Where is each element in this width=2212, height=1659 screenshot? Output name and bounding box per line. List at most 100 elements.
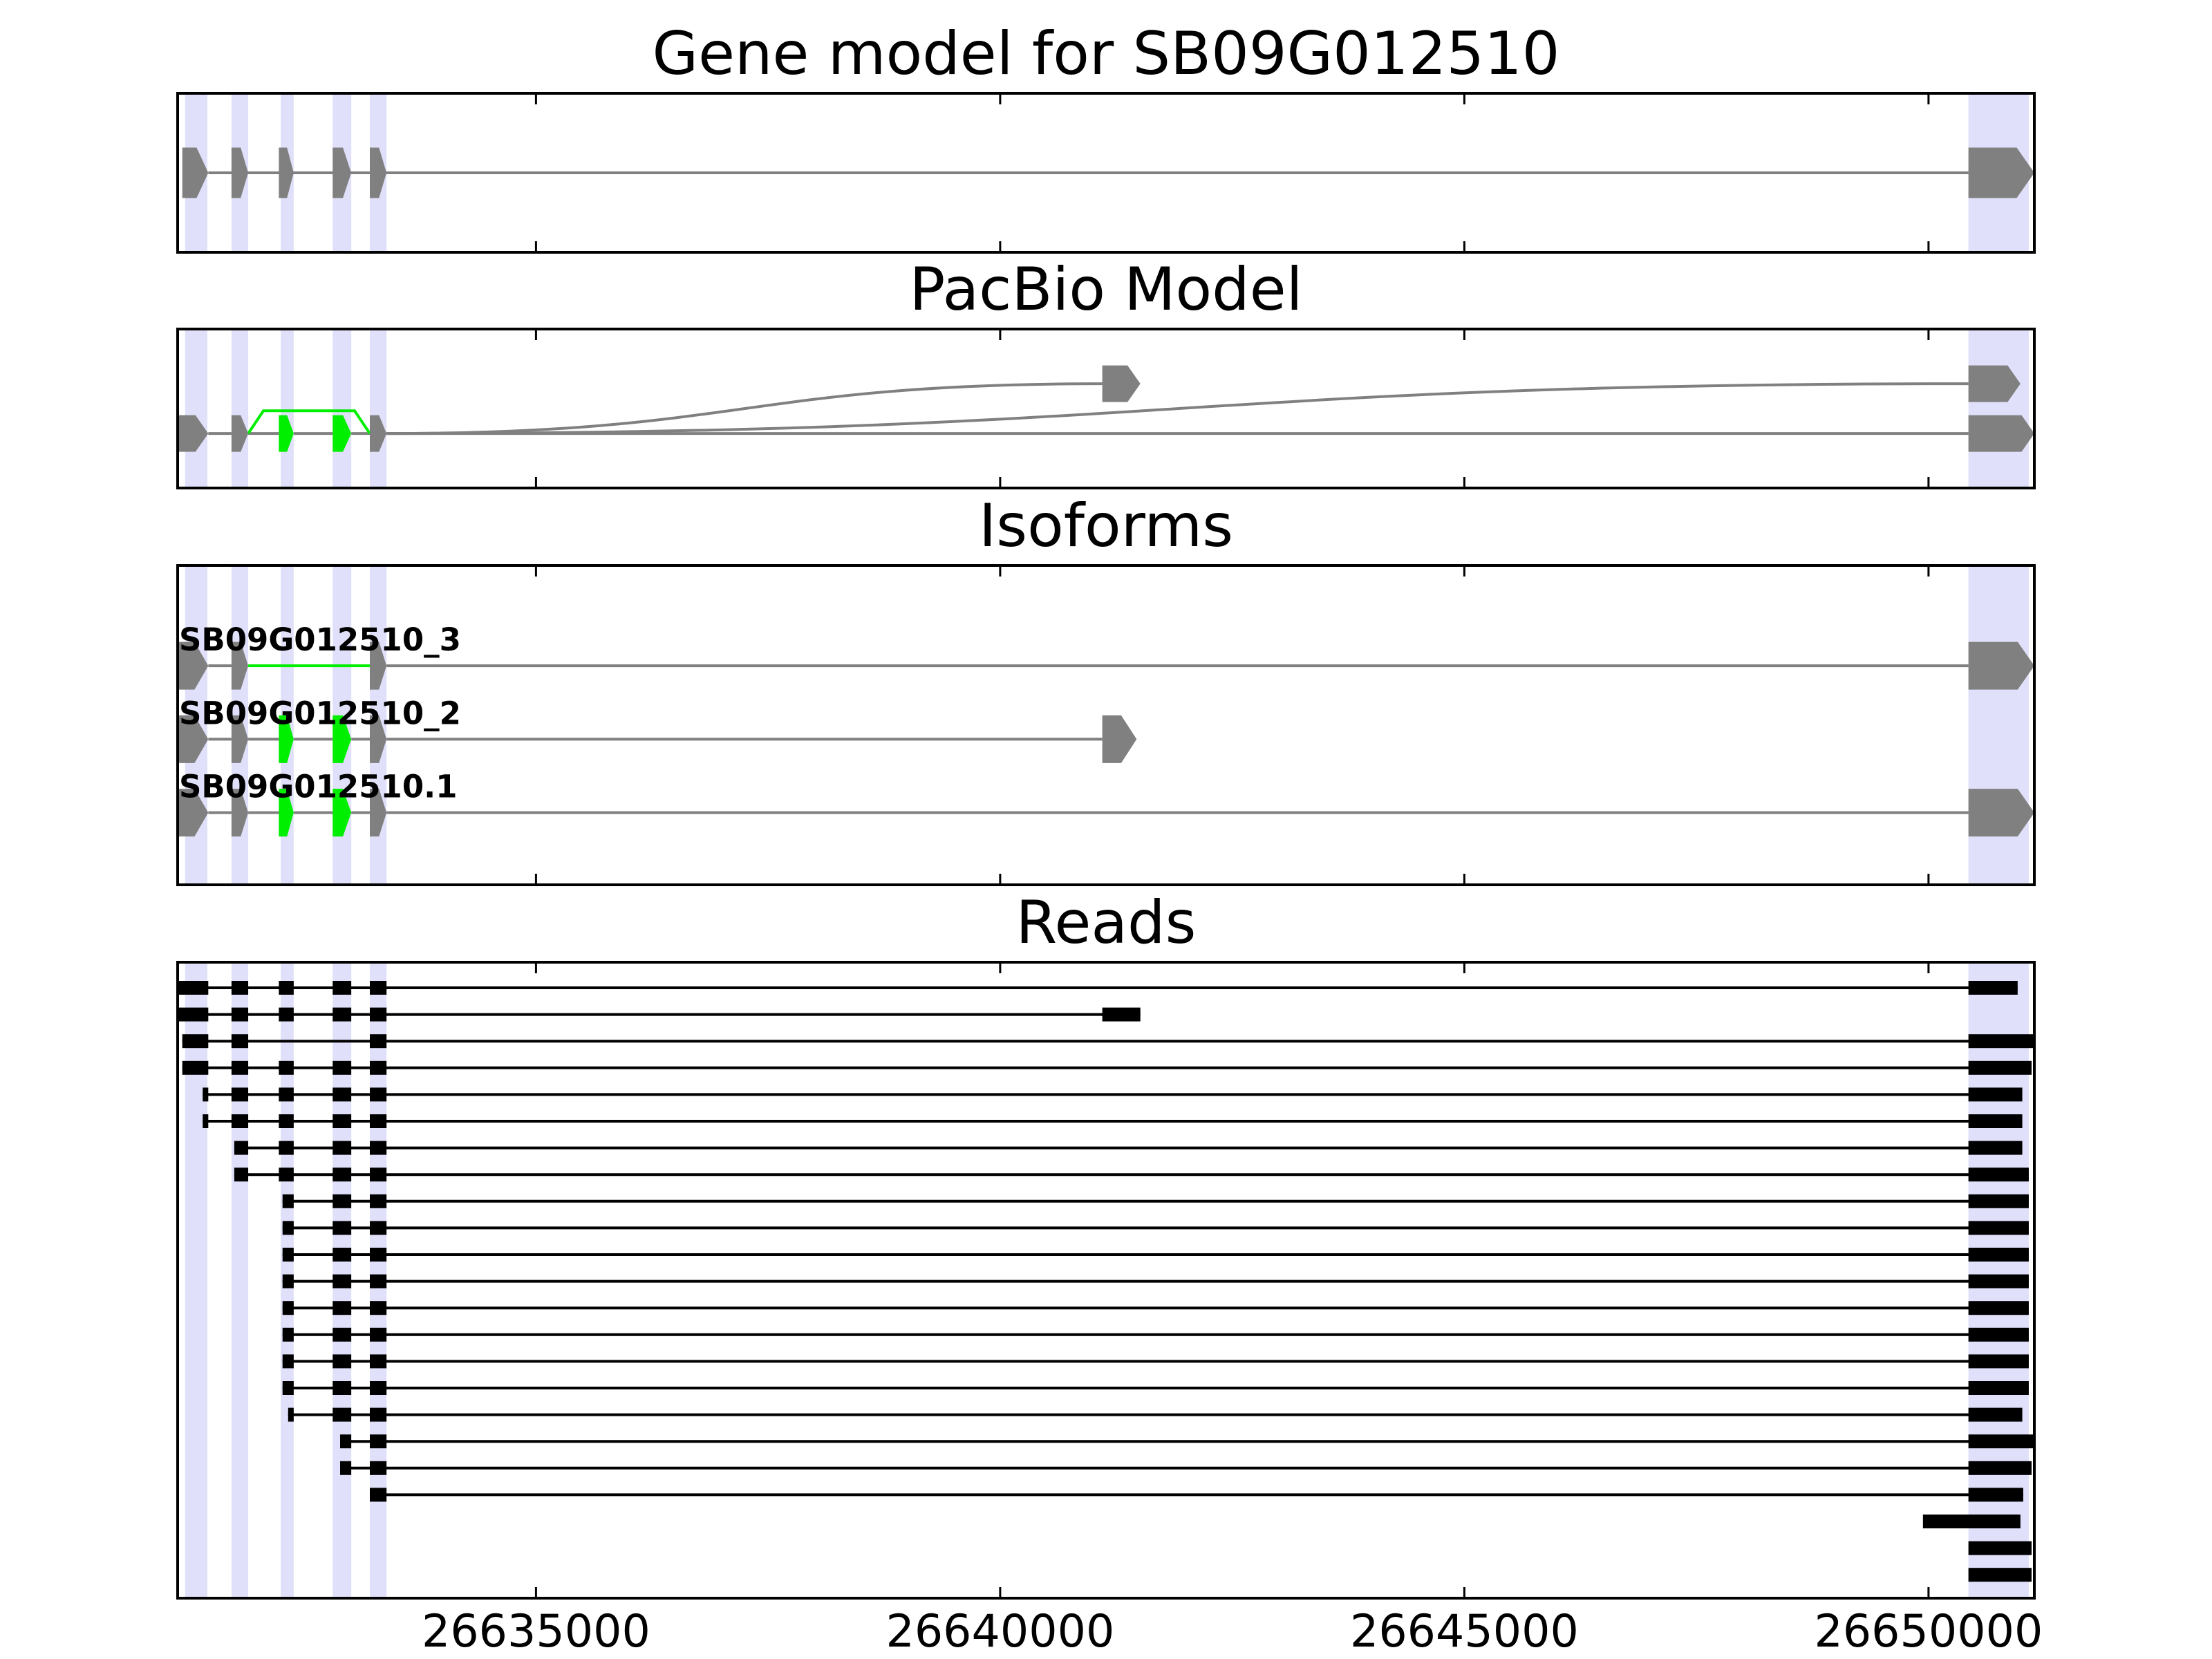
- exon: [231, 715, 249, 763]
- read-block: [1102, 1007, 1141, 1022]
- read-block: [1968, 1381, 2029, 1395]
- read-block: [203, 1087, 209, 1102]
- isoform-label: SB09G012510_2: [179, 695, 461, 731]
- panel: [182, 93, 2034, 252]
- read-block: [370, 1301, 387, 1315]
- read-block: [1968, 1194, 2029, 1208]
- read-block: [203, 1114, 209, 1128]
- highlight: [1968, 329, 2029, 488]
- read-block: [1968, 1488, 2023, 1502]
- read-block: [370, 1434, 387, 1449]
- read-block: [1968, 1221, 2029, 1235]
- read-block: [1968, 1274, 2029, 1288]
- panel: [178, 329, 2034, 488]
- read-block: [332, 1248, 352, 1262]
- read-block: [332, 1221, 352, 1235]
- exon: [178, 415, 209, 452]
- exon: [279, 415, 294, 452]
- isoform-label: SB09G012510.1: [179, 769, 458, 805]
- read-block: [370, 1034, 387, 1049]
- read-block: [1968, 1087, 2023, 1102]
- read-block: [234, 1168, 249, 1182]
- exon: [178, 715, 209, 763]
- read-block: [332, 1168, 352, 1182]
- exon: [370, 415, 387, 452]
- read-block: [370, 1060, 387, 1075]
- exon: [279, 715, 294, 763]
- highlight: [185, 962, 207, 1598]
- read-block: [182, 1034, 209, 1049]
- exon: [370, 147, 387, 198]
- highlight: [231, 329, 249, 488]
- read-block: [279, 981, 294, 995]
- read-block: [178, 981, 209, 995]
- read-block: [1968, 1060, 2032, 1075]
- read-block: [1968, 1114, 2023, 1128]
- panel-frame: [176, 564, 2036, 886]
- x-tick-label: 26640000: [885, 1606, 1114, 1658]
- panel: [178, 962, 2034, 1598]
- exon: [1968, 365, 2021, 402]
- read-block: [182, 1060, 209, 1075]
- panel-title: PacBio Model: [909, 255, 1302, 324]
- x-tick-label: 26635000: [422, 1606, 650, 1658]
- exon: [332, 147, 352, 198]
- read-block: [1968, 1034, 2034, 1049]
- read-block: [370, 981, 387, 995]
- read-block: [370, 1461, 387, 1475]
- read-block: [282, 1194, 294, 1208]
- read-block: [332, 1007, 352, 1022]
- read-block: [282, 1248, 294, 1262]
- read-block: [282, 1274, 294, 1288]
- exon: [178, 641, 209, 690]
- exon: [279, 789, 294, 837]
- read-block: [332, 1060, 352, 1075]
- x-tick-label: 26650000: [1814, 1606, 2043, 1658]
- read-block: [231, 1087, 249, 1102]
- read-block: [332, 1194, 352, 1208]
- read-block: [282, 1221, 294, 1235]
- read-block: [332, 1327, 352, 1342]
- read-block: [231, 1114, 249, 1128]
- read-block: [279, 1114, 294, 1128]
- read-block: [370, 1381, 387, 1395]
- exon: [231, 641, 249, 690]
- read-block: [332, 1381, 352, 1395]
- panel-frame: [176, 328, 2036, 489]
- highlight: [1968, 565, 2029, 885]
- read-block: [1968, 1327, 2029, 1342]
- exon: [279, 147, 294, 198]
- exon: [370, 715, 387, 763]
- read-block: [231, 1034, 249, 1049]
- exon: [231, 147, 249, 198]
- exon: [332, 715, 352, 763]
- read-block: [332, 981, 352, 995]
- exon: [370, 641, 387, 690]
- read-block: [370, 1274, 387, 1288]
- exon: [1968, 147, 2034, 198]
- panel-frame: [176, 92, 2036, 254]
- read-block: [178, 1007, 209, 1022]
- read-block: [231, 1060, 249, 1075]
- read-block: [370, 1488, 387, 1502]
- read-block: [340, 1461, 352, 1475]
- panel: SB09G012510_3 SB09G012510_2 SB09G012510.1: [178, 565, 2034, 885]
- read-block: [370, 1327, 387, 1342]
- read-block: [370, 1194, 387, 1208]
- highlight: [185, 329, 207, 488]
- panel-title: Isoforms: [979, 491, 1233, 561]
- read-block: [1968, 1407, 2023, 1422]
- read-block: [279, 1007, 294, 1022]
- exon: [178, 789, 209, 837]
- read-block: [279, 1087, 294, 1102]
- read-block: [282, 1381, 294, 1395]
- read-block: [279, 1060, 294, 1075]
- read-block: [332, 1354, 352, 1369]
- read-block: [332, 1141, 352, 1155]
- read-block: [332, 1301, 352, 1315]
- exon: [231, 789, 249, 837]
- exon: [1968, 641, 2034, 690]
- read-block: [279, 1168, 294, 1182]
